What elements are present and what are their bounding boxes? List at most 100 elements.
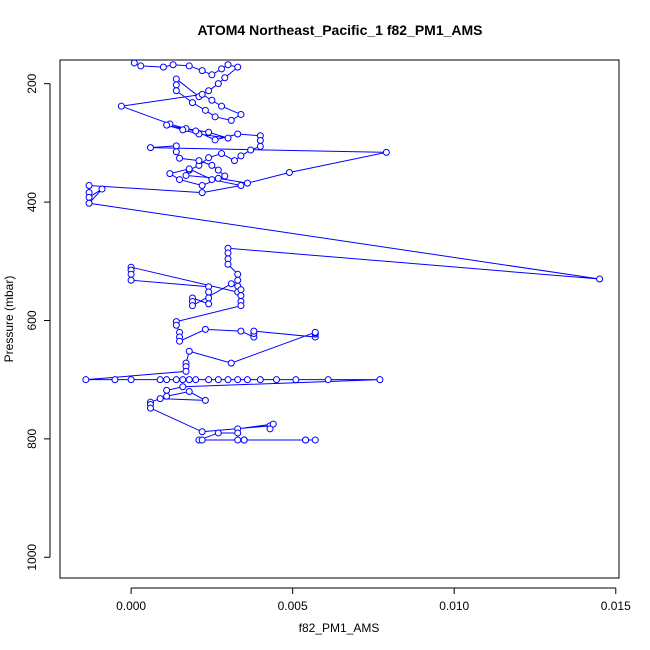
data-point	[224, 249, 232, 257]
data-point	[111, 376, 119, 384]
data-point	[234, 276, 242, 284]
data-point	[185, 388, 193, 396]
data-point	[382, 148, 390, 156]
data-point	[256, 376, 264, 384]
data-point	[179, 383, 187, 391]
data-point	[205, 376, 213, 384]
data-point	[292, 376, 300, 384]
data-point	[205, 294, 213, 302]
data-point	[172, 376, 180, 384]
data-point	[221, 74, 229, 82]
data-point	[302, 436, 310, 444]
x-tick-label: 0.005	[278, 599, 308, 613]
data-point	[211, 136, 219, 144]
data-point	[205, 128, 213, 136]
data-point	[185, 62, 193, 70]
data-point	[237, 302, 245, 310]
data-point	[256, 137, 264, 145]
chart-title: ATOM4 Northeast_Pacific_1 f82_PM1_AMS	[197, 22, 482, 38]
plot-frame	[59, 59, 620, 579]
data-point	[172, 148, 180, 156]
data-point	[176, 337, 184, 345]
data-point	[208, 176, 216, 184]
data-point	[82, 376, 90, 384]
data-point	[243, 376, 251, 384]
data-point	[234, 436, 242, 444]
data-point	[224, 376, 232, 384]
data-point	[127, 270, 135, 278]
data-point	[163, 121, 171, 129]
data-point	[185, 376, 193, 384]
data-point	[172, 75, 180, 83]
data-point	[211, 113, 219, 121]
data-point	[130, 60, 138, 67]
x-tick-label: 0.010	[439, 599, 469, 613]
data-point	[214, 174, 222, 182]
data-point	[198, 428, 206, 436]
data-point	[311, 436, 319, 444]
data-point	[201, 325, 209, 333]
data-point	[272, 376, 280, 384]
data-point	[85, 182, 93, 189]
data-point	[208, 96, 216, 104]
data-point	[179, 126, 187, 134]
data-point	[201, 106, 209, 114]
data-point	[224, 61, 232, 69]
data-point	[198, 90, 206, 98]
data-point	[214, 376, 222, 384]
data-point	[237, 292, 245, 300]
data-point	[205, 87, 213, 95]
data-point	[256, 142, 264, 150]
data-point	[146, 404, 154, 412]
data-point	[176, 154, 184, 162]
data-point	[227, 116, 235, 124]
data-point	[285, 168, 293, 176]
data-point	[324, 376, 332, 384]
data-point	[237, 327, 245, 335]
data-point	[227, 280, 235, 288]
plot-area	[82, 60, 604, 444]
x-axis-label: f82_PM1_AMS	[299, 621, 380, 635]
data-point	[224, 134, 232, 142]
y-tick-label: 1000	[25, 544, 39, 571]
data-point	[185, 165, 193, 173]
data-point	[159, 63, 167, 71]
y-tick-label: 400	[25, 192, 39, 212]
data-point	[192, 127, 200, 135]
data-point	[218, 65, 226, 73]
x-axis: 0.000 0.005 0.010 0.015	[116, 587, 631, 613]
data-point	[243, 179, 251, 187]
data-point	[182, 171, 190, 179]
data-point	[234, 130, 242, 138]
data-point	[205, 300, 213, 308]
data-point	[98, 185, 106, 193]
data-point	[250, 327, 258, 335]
data-point	[214, 166, 222, 174]
data-point	[163, 386, 171, 394]
data-point	[195, 157, 203, 165]
data-point	[156, 395, 164, 403]
series-line	[85, 62, 600, 441]
data-point	[198, 436, 206, 444]
data-point	[201, 396, 209, 404]
data-point	[117, 102, 125, 110]
data-point	[234, 376, 242, 384]
data-point	[218, 102, 226, 110]
data-point	[221, 172, 229, 180]
data-point	[172, 321, 180, 329]
data-point	[224, 260, 232, 268]
x-tick-label: 0.015	[601, 599, 631, 613]
data-point	[198, 67, 206, 75]
data-point	[240, 436, 248, 444]
data-point	[234, 429, 242, 437]
data-point	[247, 146, 255, 154]
data-point	[146, 144, 154, 152]
data-point	[166, 170, 174, 178]
data-point	[227, 359, 235, 367]
data-point	[127, 276, 135, 284]
data-point	[176, 176, 184, 184]
data-point	[182, 367, 190, 375]
data-point	[179, 376, 187, 384]
data-point	[205, 154, 213, 162]
